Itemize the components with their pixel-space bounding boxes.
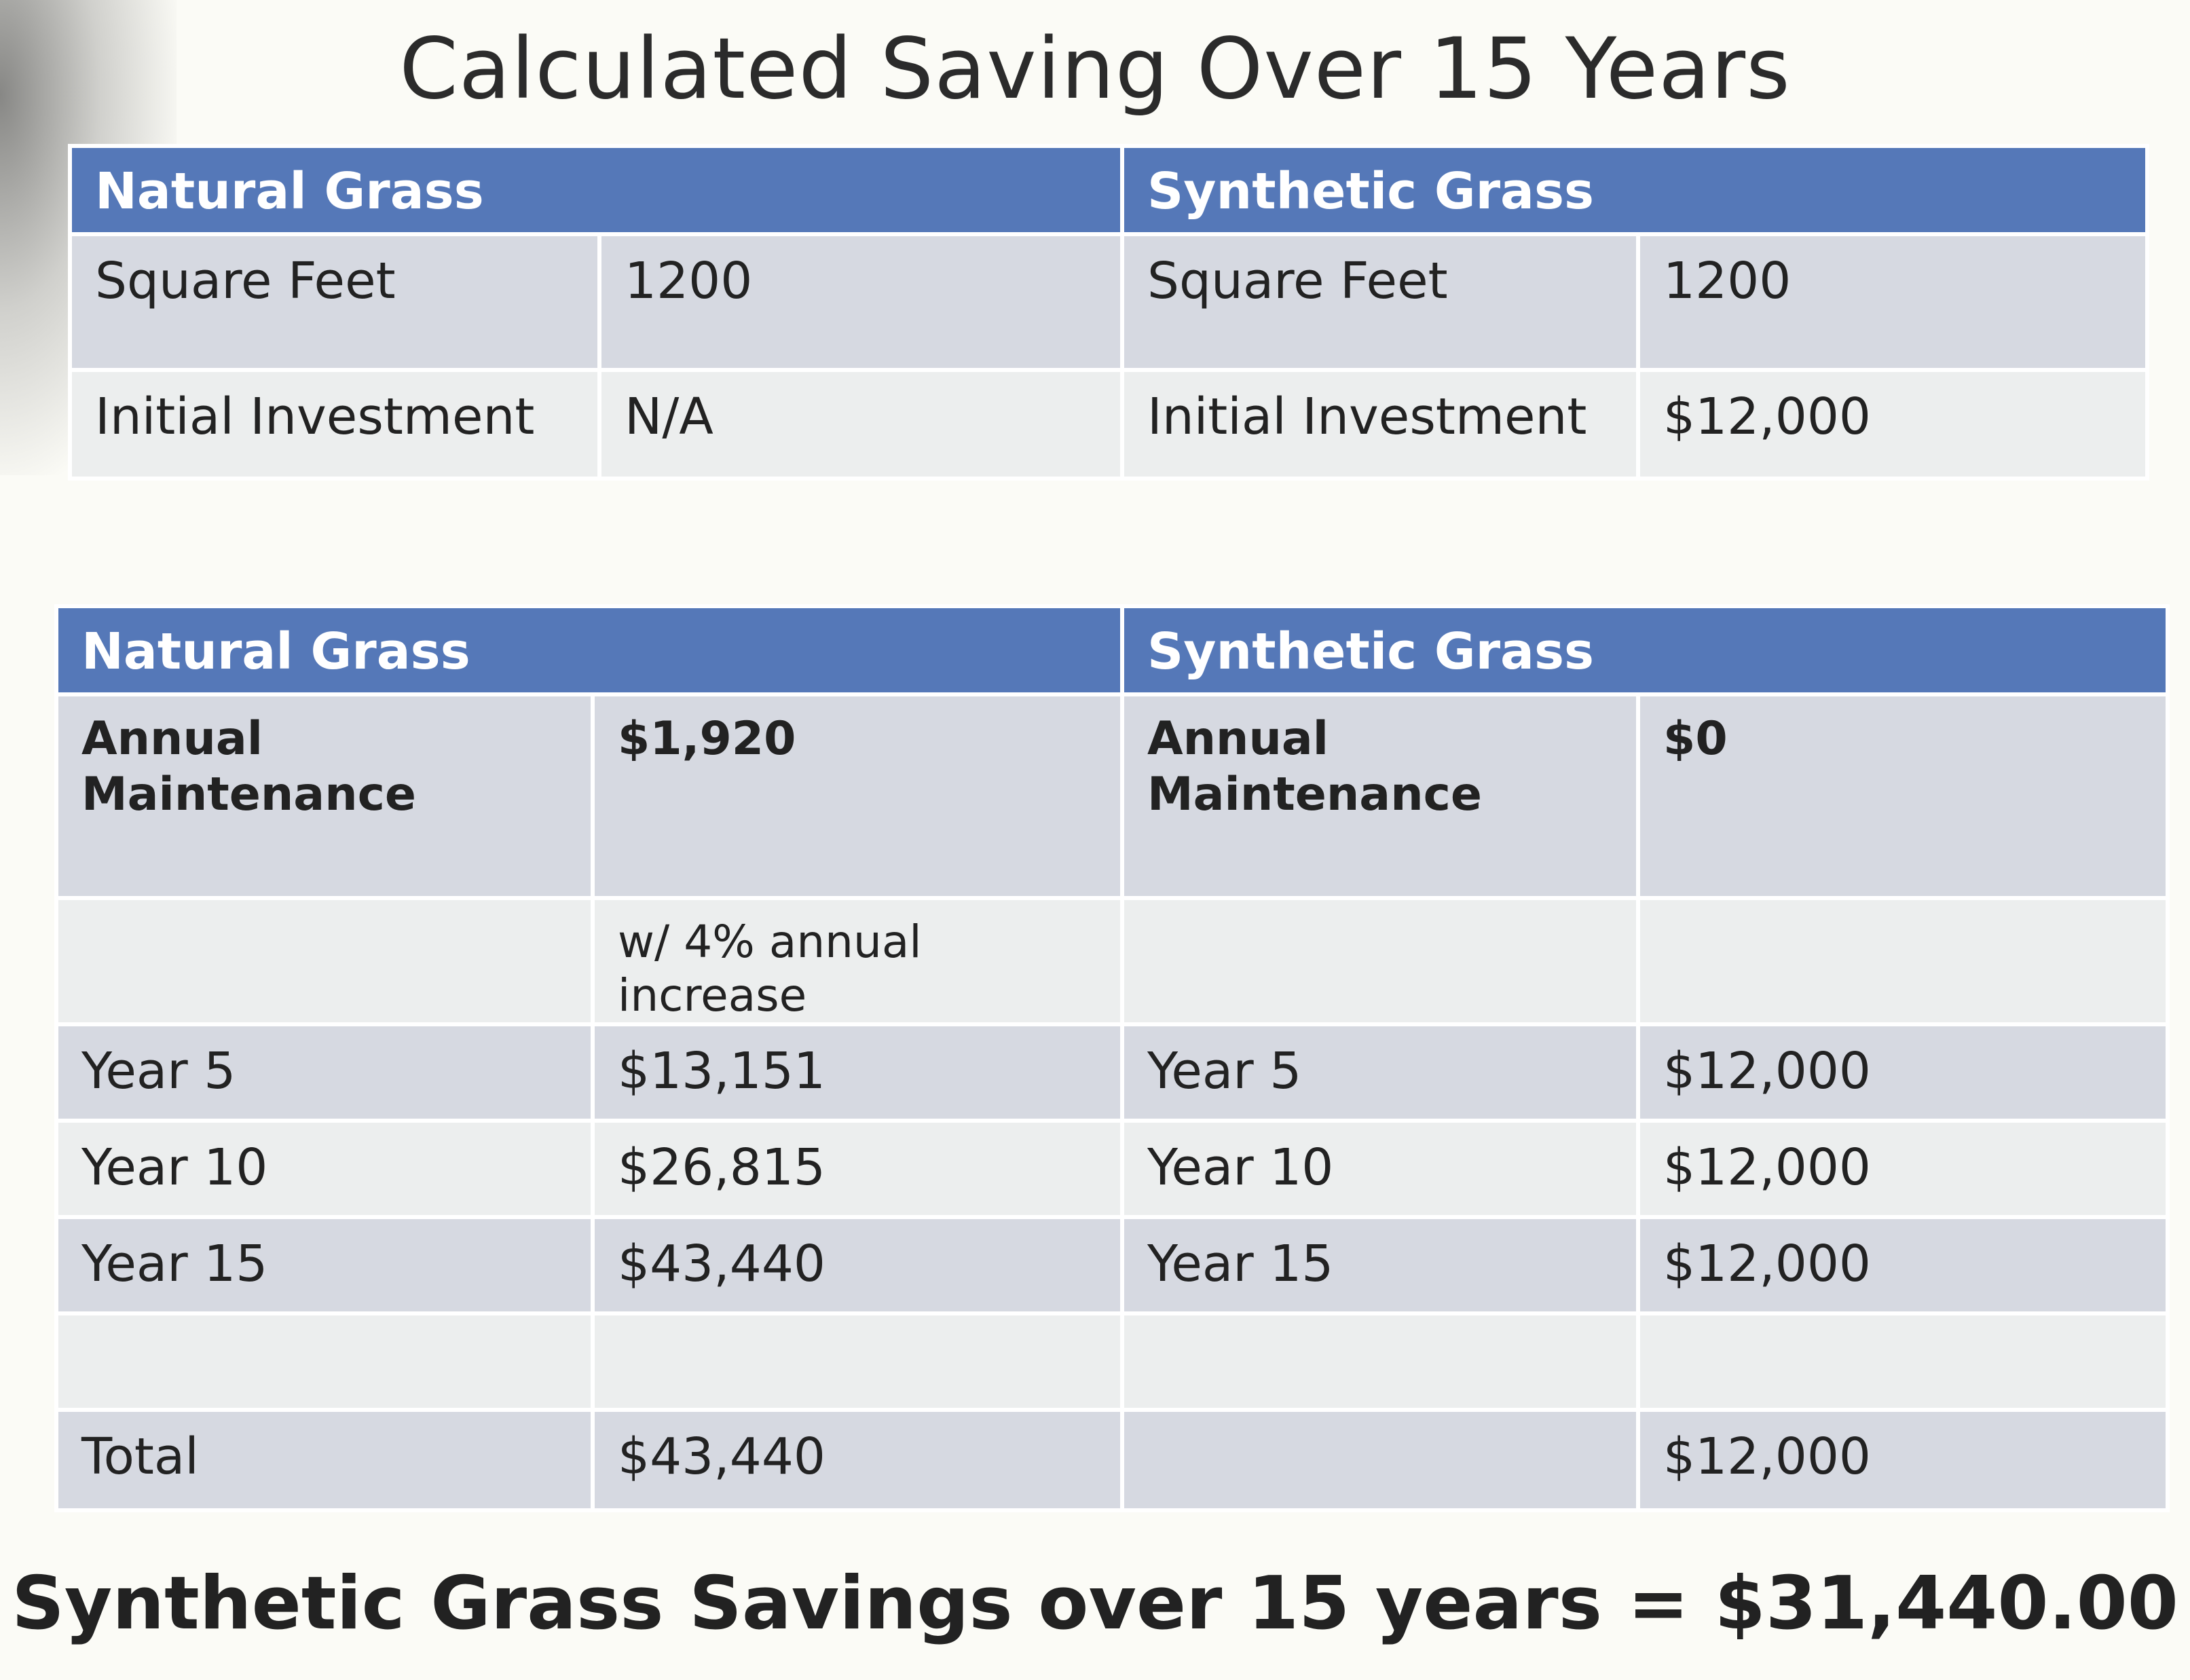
natural-year-value: $13,151 (618, 1042, 826, 1101)
synthetic-grass-header: Synthetic Grass (1120, 144, 2149, 236)
initial-cost-table: Natural Grass Synthetic Grass Square Fee… (68, 144, 2149, 481)
table-row: Year 10 $26,815 Year 10 $12,000 (54, 1119, 2170, 1220)
synthetic-year-value: $12,000 (1663, 1138, 1872, 1197)
synthetic-year-value: $12,000 (1663, 1042, 1872, 1101)
empty-cell (591, 1311, 1124, 1413)
natural-year-value: $43,440 (618, 1235, 826, 1294)
table-row: Annual Maintenance $1,920 Annual Mainten… (54, 692, 2170, 900)
table-row: Square Feet 1200 Square Feet 1200 (68, 232, 2149, 372)
natural-square-feet-value: 1200 (625, 252, 753, 310)
empty-cell (1120, 895, 1640, 1027)
synthetic-square-feet-label: Square Feet (1147, 252, 1448, 310)
empty-cell (54, 895, 595, 1027)
natural-total-value: $43,440 (618, 1427, 826, 1487)
synthetic-initial-investment-value: $12,000 (1663, 388, 1872, 446)
natural-initial-investment-value: N/A (625, 388, 713, 446)
synthetic-initial-investment-label: Initial Investment (1147, 388, 1587, 446)
natural-annual-maintenance-label: Annual Maintenance (81, 712, 417, 821)
table-row: Year 5 $13,151 Year 5 $12,000 (54, 1022, 2170, 1123)
empty-cell (1636, 895, 2170, 1027)
table-row (54, 1311, 2170, 1413)
maintenance-cost-table: Natural Grass Synthetic Grass Annual Mai… (54, 604, 2170, 1513)
synthetic-year-label: Year 15 (1147, 1235, 1334, 1294)
natural-grass-header: Natural Grass (68, 144, 1124, 236)
synthetic-annual-maintenance-value: $0 (1663, 712, 1728, 766)
annual-increase-note: w/ 4% annual increase (618, 916, 922, 1022)
empty-cell (54, 1311, 595, 1413)
natural-total-label: Total (81, 1427, 199, 1487)
empty-cell (1120, 1408, 1640, 1513)
synthetic-square-feet-value: 1200 (1663, 252, 1792, 310)
synthetic-year-label: Year 10 (1147, 1138, 1334, 1197)
synthetic-year-value: $12,000 (1663, 1235, 1872, 1294)
savings-summary: Synthetic Grass Savings over 15 years = … (12, 1561, 2178, 1646)
table-row: w/ 4% annual increase (54, 895, 2170, 1027)
table-row: Year 15 $43,440 Year 15 $12,000 (54, 1215, 2170, 1316)
synthetic-annual-maintenance-label: Annual Maintenance (1147, 712, 1483, 821)
natural-square-feet-label: Square Feet (95, 252, 396, 310)
natural-initial-investment-label: Initial Investment (95, 388, 535, 446)
table-row: Total $43,440 $12,000 (54, 1408, 2170, 1513)
synthetic-year-label: Year 5 (1147, 1042, 1302, 1101)
natural-annual-maintenance-value: $1,920 (618, 712, 796, 766)
empty-cell (1120, 1311, 1640, 1413)
natural-year-value: $26,815 (618, 1138, 826, 1197)
natural-year-label: Year 10 (81, 1138, 268, 1197)
natural-grass-header: Natural Grass (54, 604, 1124, 696)
natural-year-label: Year 15 (81, 1235, 268, 1294)
natural-year-label: Year 5 (81, 1042, 236, 1101)
synthetic-total-value: $12,000 (1663, 1427, 1872, 1487)
empty-cell (1636, 1311, 2170, 1413)
synthetic-grass-header: Synthetic Grass (1120, 604, 2170, 696)
page-title: Calculated Saving Over 15 Years (399, 20, 1791, 118)
table-row: Initial Investment N/A Initial Investmen… (68, 368, 2149, 481)
